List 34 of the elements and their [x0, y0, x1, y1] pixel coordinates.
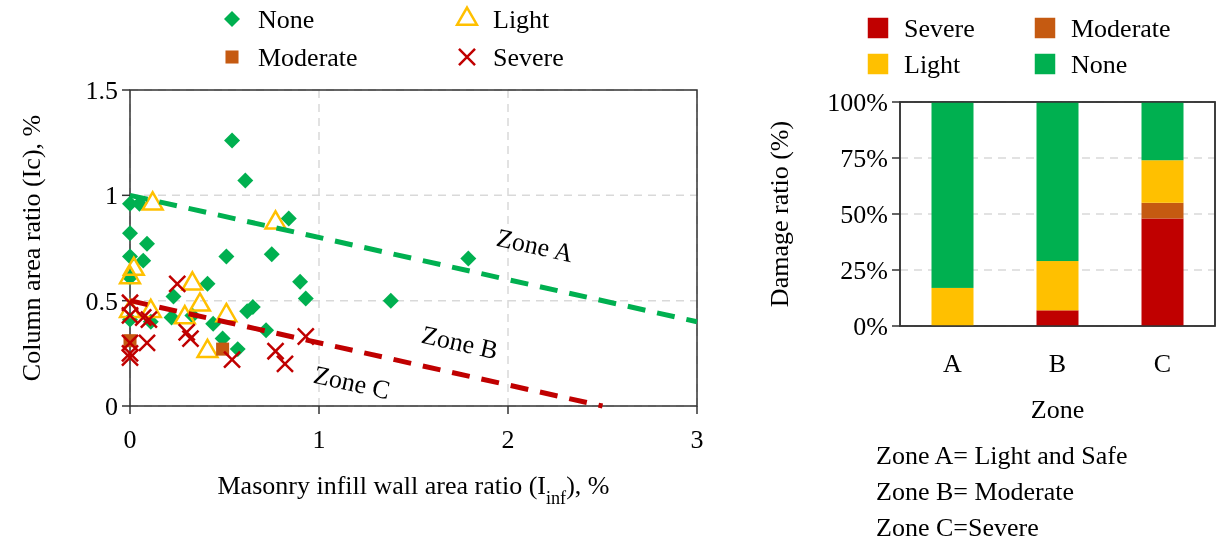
x-tick-label: 1 — [312, 425, 326, 454]
x-axis-title: Masonry infill wall area ratio (I$_{inf}$), % — [217, 471, 610, 508]
legend-label: Severe — [904, 14, 975, 43]
y-axis-title: Damage ratio (%) — [765, 120, 794, 308]
legend-label: None — [258, 5, 315, 34]
y-tick-label: 50% — [840, 200, 888, 230]
y-tick-label: 75% — [840, 144, 888, 174]
x-tick-label: 0 — [123, 425, 137, 454]
annotation: Zone B — [419, 320, 501, 366]
y-tick-label: 100% — [827, 88, 888, 118]
y-tick-label: 0.5 — [85, 286, 118, 316]
legend-label: None — [1071, 50, 1128, 79]
text: Zone A= Light and Safe — [876, 441, 1128, 470]
x-tick-label: 2 — [501, 425, 515, 454]
legend-label: Severe — [493, 43, 564, 72]
annotation: Zone A — [494, 223, 576, 269]
y-axis-title: Column area ratio (Ic), % — [17, 114, 46, 382]
x-tick-label: C — [1153, 349, 1172, 378]
y-tick-label: 25% — [840, 256, 888, 286]
x-axis-title: Zone — [1030, 395, 1085, 424]
y-tick-label: 1.5 — [85, 76, 118, 106]
x-tick-label: A — [943, 349, 963, 378]
x-tick-label: B — [1048, 349, 1067, 378]
annotation: Zone C — [311, 360, 393, 406]
legend-label: Moderate — [1071, 14, 1171, 43]
y-tick-label: 1 — [105, 181, 118, 211]
y-tick-label: 0 — [105, 392, 118, 422]
text: Zone C=Severe — [876, 513, 1039, 542]
text: Zone B= Moderate — [876, 477, 1075, 506]
y-tick-label: 0% — [853, 312, 888, 342]
x-tick-label: 3 — [690, 425, 704, 454]
legend-label: Light — [493, 5, 551, 34]
legend-label: Light — [904, 50, 962, 79]
legend-label: Moderate — [258, 43, 358, 72]
